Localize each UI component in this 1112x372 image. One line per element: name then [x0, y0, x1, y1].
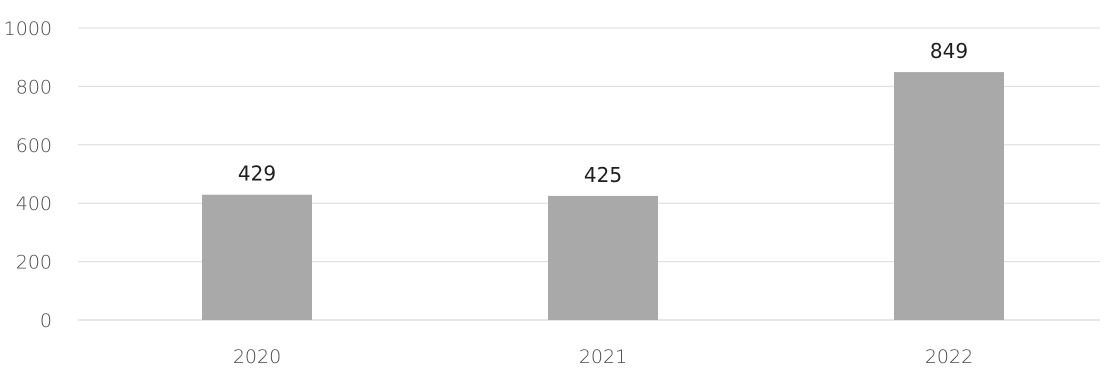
- y-tick-label: 200: [16, 252, 52, 274]
- bar-layer: [202, 72, 1004, 320]
- y-tick-label: 1000: [4, 18, 52, 40]
- data-label-2021: 425: [584, 163, 622, 187]
- y-tick-label: 0: [40, 310, 52, 332]
- y-tick-label: 400: [16, 193, 52, 215]
- data-label-2020: 429: [238, 162, 276, 186]
- bar-2021: [548, 195, 658, 320]
- label-layer: 0 200 400 600 800 1000 429 2020 425 2021 849 2022: [4, 18, 974, 368]
- bar-2022: [894, 72, 1004, 320]
- data-label-2022: 849: [930, 39, 968, 63]
- x-tick-label-2022: 2022: [925, 346, 973, 368]
- x-tick-label-2020: 2020: [233, 346, 281, 368]
- y-tick-label: 800: [16, 76, 52, 98]
- x-tick-label-2021: 2021: [579, 346, 627, 368]
- bar-2020: [202, 194, 312, 320]
- y-tick-label: 600: [16, 135, 52, 157]
